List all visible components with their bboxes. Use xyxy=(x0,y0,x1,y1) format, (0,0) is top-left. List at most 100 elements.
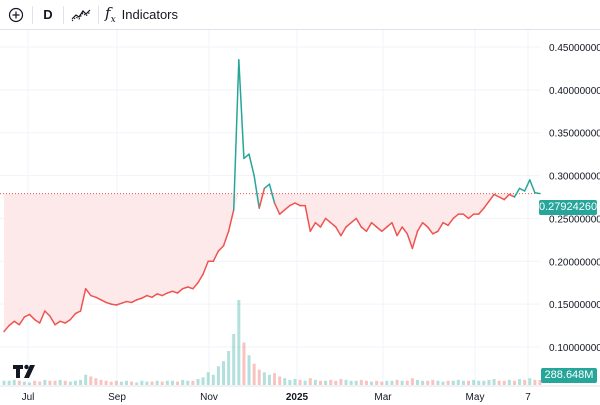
volume-bar xyxy=(523,379,527,385)
price-line-segment xyxy=(243,153,250,160)
price-line-segment xyxy=(115,302,123,306)
volume-bar xyxy=(17,380,21,385)
price-line-segment xyxy=(187,286,194,290)
price-line-segment xyxy=(375,226,383,233)
volume-bar xyxy=(349,380,353,385)
volume-bar xyxy=(385,380,389,385)
price-line-segment xyxy=(345,221,352,228)
volume-bar xyxy=(370,381,374,385)
price-line-segment xyxy=(120,300,128,305)
volume-bar xyxy=(441,381,445,385)
volume-bar xyxy=(119,381,123,385)
price-tick-label: 0.25000000 xyxy=(549,214,600,225)
volume-bar xyxy=(68,381,72,385)
price-line-segment xyxy=(467,213,475,220)
volume-bar xyxy=(104,380,108,385)
volume-bar xyxy=(324,380,328,385)
price-line-segment xyxy=(289,202,296,207)
volume-bar xyxy=(150,381,154,385)
price-line-segment xyxy=(90,294,97,299)
price-line-segment xyxy=(38,310,46,324)
price-line-segment xyxy=(513,187,521,198)
volume-bar xyxy=(288,379,292,385)
price-tick-label: 0.20000000 xyxy=(549,257,600,268)
price-line-segment xyxy=(84,287,92,297)
price-line-segment xyxy=(273,202,281,215)
interval-button[interactable]: D xyxy=(43,7,53,22)
price-chart[interactable]: 0.45000000 0.40000000 0.35000000 0.30000000… xyxy=(0,30,600,405)
line-chart-style-icon xyxy=(71,9,91,21)
price-line-segment xyxy=(294,202,301,207)
price-tick-label: 0.30000000 xyxy=(549,172,600,183)
volume-bar xyxy=(145,381,149,385)
volume-bar xyxy=(410,378,414,385)
price-line-segment xyxy=(110,303,118,306)
volume-bar xyxy=(73,380,77,385)
price-line-segment xyxy=(529,179,536,194)
price-line-segment xyxy=(125,300,133,304)
chart-style-button[interactable] xyxy=(64,0,98,30)
price-line-segment xyxy=(442,221,449,227)
volume-bar xyxy=(262,372,266,385)
price-line-segment xyxy=(74,310,82,315)
price-line-segment xyxy=(64,318,72,324)
price-line-segment xyxy=(365,221,373,233)
volume-bar xyxy=(528,378,532,385)
volume-bar xyxy=(303,380,307,385)
price-line-segment xyxy=(54,320,61,326)
price-line-segment xyxy=(248,153,255,177)
volume-bar xyxy=(502,380,506,385)
price-axis: 0.45000000 0.40000000 0.35000000 0.30000000… xyxy=(549,43,600,354)
price-tick-label: 0.10000000 xyxy=(549,343,600,354)
volume-bar xyxy=(48,380,52,385)
volume-bar xyxy=(436,380,440,385)
volume-bar xyxy=(237,300,241,385)
time-tick-label: Mar xyxy=(374,392,392,403)
volume-bar xyxy=(140,380,144,385)
volume-bar xyxy=(252,363,256,385)
price-line-segment xyxy=(263,183,271,190)
volume-bar xyxy=(512,380,516,385)
volume-bar xyxy=(426,380,430,385)
price-line-segment xyxy=(79,287,87,312)
volume-bar xyxy=(232,334,236,385)
time-tick-label: 7 xyxy=(525,392,531,403)
price-line-segment xyxy=(355,217,363,228)
volume-bar xyxy=(415,379,419,385)
price-line-segment xyxy=(304,204,312,233)
price-line-segment xyxy=(8,320,15,327)
volume-bar xyxy=(334,380,338,385)
volume-bar xyxy=(165,380,169,385)
volume-bar xyxy=(191,380,195,385)
volume-bar xyxy=(63,380,67,385)
volume-bar xyxy=(278,376,282,385)
volume-bar xyxy=(283,378,287,385)
price-line-segment xyxy=(95,296,102,301)
price-line-segment xyxy=(268,183,276,204)
price-line-segment xyxy=(156,293,163,297)
price-line-segment xyxy=(161,292,169,297)
price-line-segment xyxy=(319,217,327,228)
price-line-segment xyxy=(13,320,21,326)
tradingview-logo[interactable] xyxy=(12,362,38,380)
price-line-segment xyxy=(151,293,158,299)
price-line-segment xyxy=(483,200,490,209)
add-symbol-button[interactable] xyxy=(0,0,32,30)
time-tick-label: 2025 xyxy=(286,392,309,403)
price-line-segment xyxy=(135,297,143,301)
price-line-segment xyxy=(416,221,424,233)
volume-bar xyxy=(400,380,404,385)
volume-bar xyxy=(38,381,42,385)
volume-bar xyxy=(79,379,83,385)
volume-bar xyxy=(390,380,394,385)
indicators-button[interactable]: fx Indicators xyxy=(99,0,186,30)
time-axis: Jul Sep Nov 2025 Mar May 7 xyxy=(22,392,532,403)
price-line-segment xyxy=(130,299,138,304)
volume-bar xyxy=(395,379,399,385)
time-tick-label: May xyxy=(466,392,485,403)
volume-bar xyxy=(222,361,226,385)
volume-bar xyxy=(216,366,220,385)
price-line-segment xyxy=(105,301,112,305)
price-line-segment xyxy=(222,230,230,247)
price-line-segment xyxy=(437,221,444,233)
